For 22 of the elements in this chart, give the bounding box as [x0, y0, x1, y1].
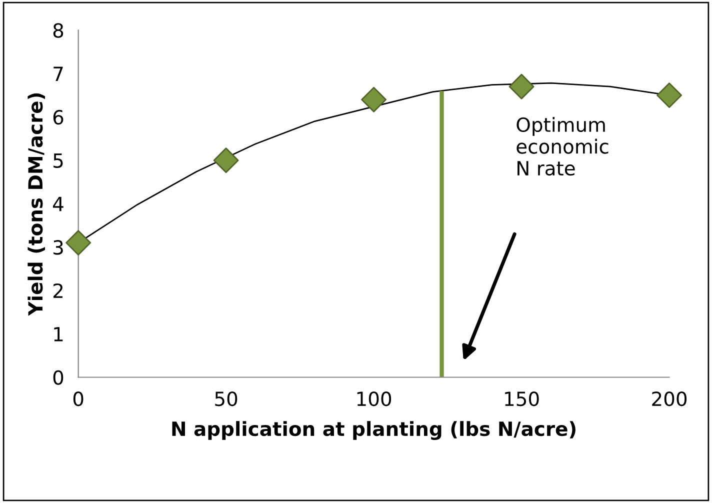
point: [508, 74, 534, 100]
y-tick-label: 8: [53, 23, 64, 38]
point: [66, 230, 92, 256]
y-tick-label: 0: [53, 370, 64, 385]
y-tick-label: 3: [54, 240, 63, 255]
y-tick-label: 5: [54, 154, 63, 168]
y-tick-label: 1: [54, 327, 63, 342]
y-tick-label: 7: [54, 66, 63, 81]
y-tick-label: 6: [53, 110, 64, 125]
x-tick-label: 0: [73, 391, 84, 406]
x-tick-label: 100: [357, 391, 392, 406]
x-tick-label: 200: [652, 391, 687, 406]
x-tick-label: 50: [215, 391, 238, 406]
x-tick-label: 150: [505, 391, 539, 406]
x-axis-title: N application at planting (lbs N/acre): [172, 421, 576, 440]
annotation: Optimum economic N rate: [516, 117, 608, 176]
point: [361, 86, 387, 112]
point: [213, 148, 239, 174]
y-tick-label: 2: [53, 283, 62, 298]
y-tick-label: 4: [53, 196, 64, 212]
point: [656, 82, 682, 108]
y-axis-title: Yield (tons DM/acre): [28, 93, 46, 316]
